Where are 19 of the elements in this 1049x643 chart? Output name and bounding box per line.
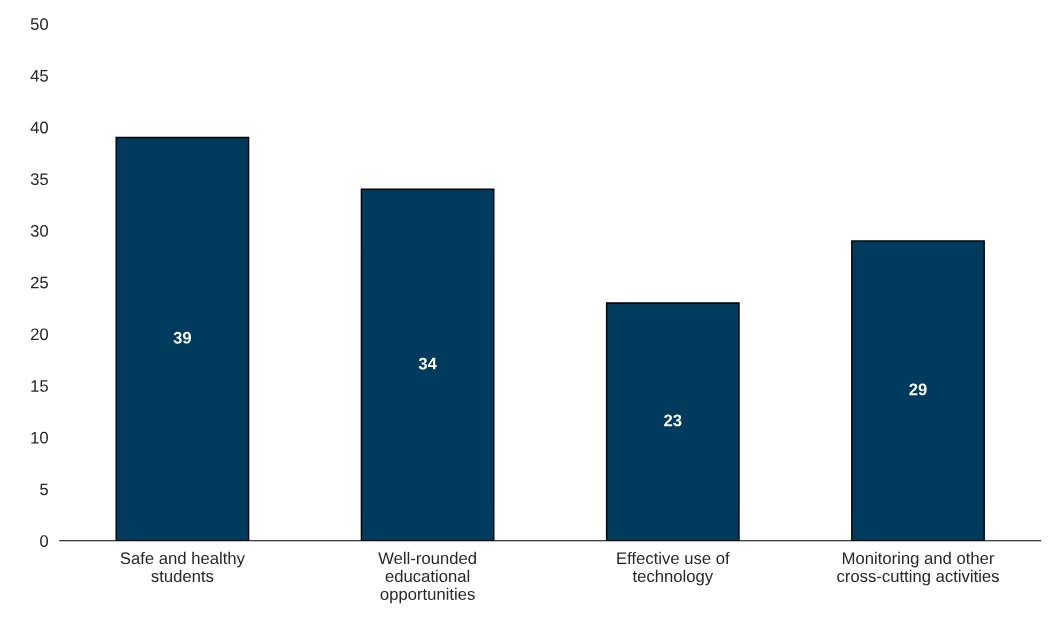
y-tick-label: 40 — [30, 121, 49, 134]
data-label: 34 — [418, 357, 437, 370]
y-tick-label: 50 — [30, 18, 49, 30]
y-tick-label: 35 — [30, 173, 48, 186]
x-tick-label: Well-rounded educational opportunities — [378, 551, 476, 604]
y-tick-label: 0 — [40, 535, 49, 547]
x-tick-label: Effective use of technology — [617, 551, 730, 586]
data-label: 39 — [173, 331, 192, 344]
y-tick-label: 30 — [30, 224, 49, 237]
x-tick-label: Monitoring and other cross-cutting activities — [837, 551, 999, 586]
y-tick-label: 20 — [30, 328, 49, 341]
data-label: 23 — [664, 414, 682, 427]
y-tick-label: 15 — [31, 380, 48, 392]
y-tick-label: 10 — [31, 431, 49, 444]
y-tick-label: 5 — [40, 483, 48, 496]
y-tick-label: 45 — [30, 70, 48, 82]
y-tick-label: 25 — [30, 276, 48, 289]
data-label: 29 — [909, 383, 927, 396]
x-tick-label: Safe and healthy students — [120, 551, 245, 583]
